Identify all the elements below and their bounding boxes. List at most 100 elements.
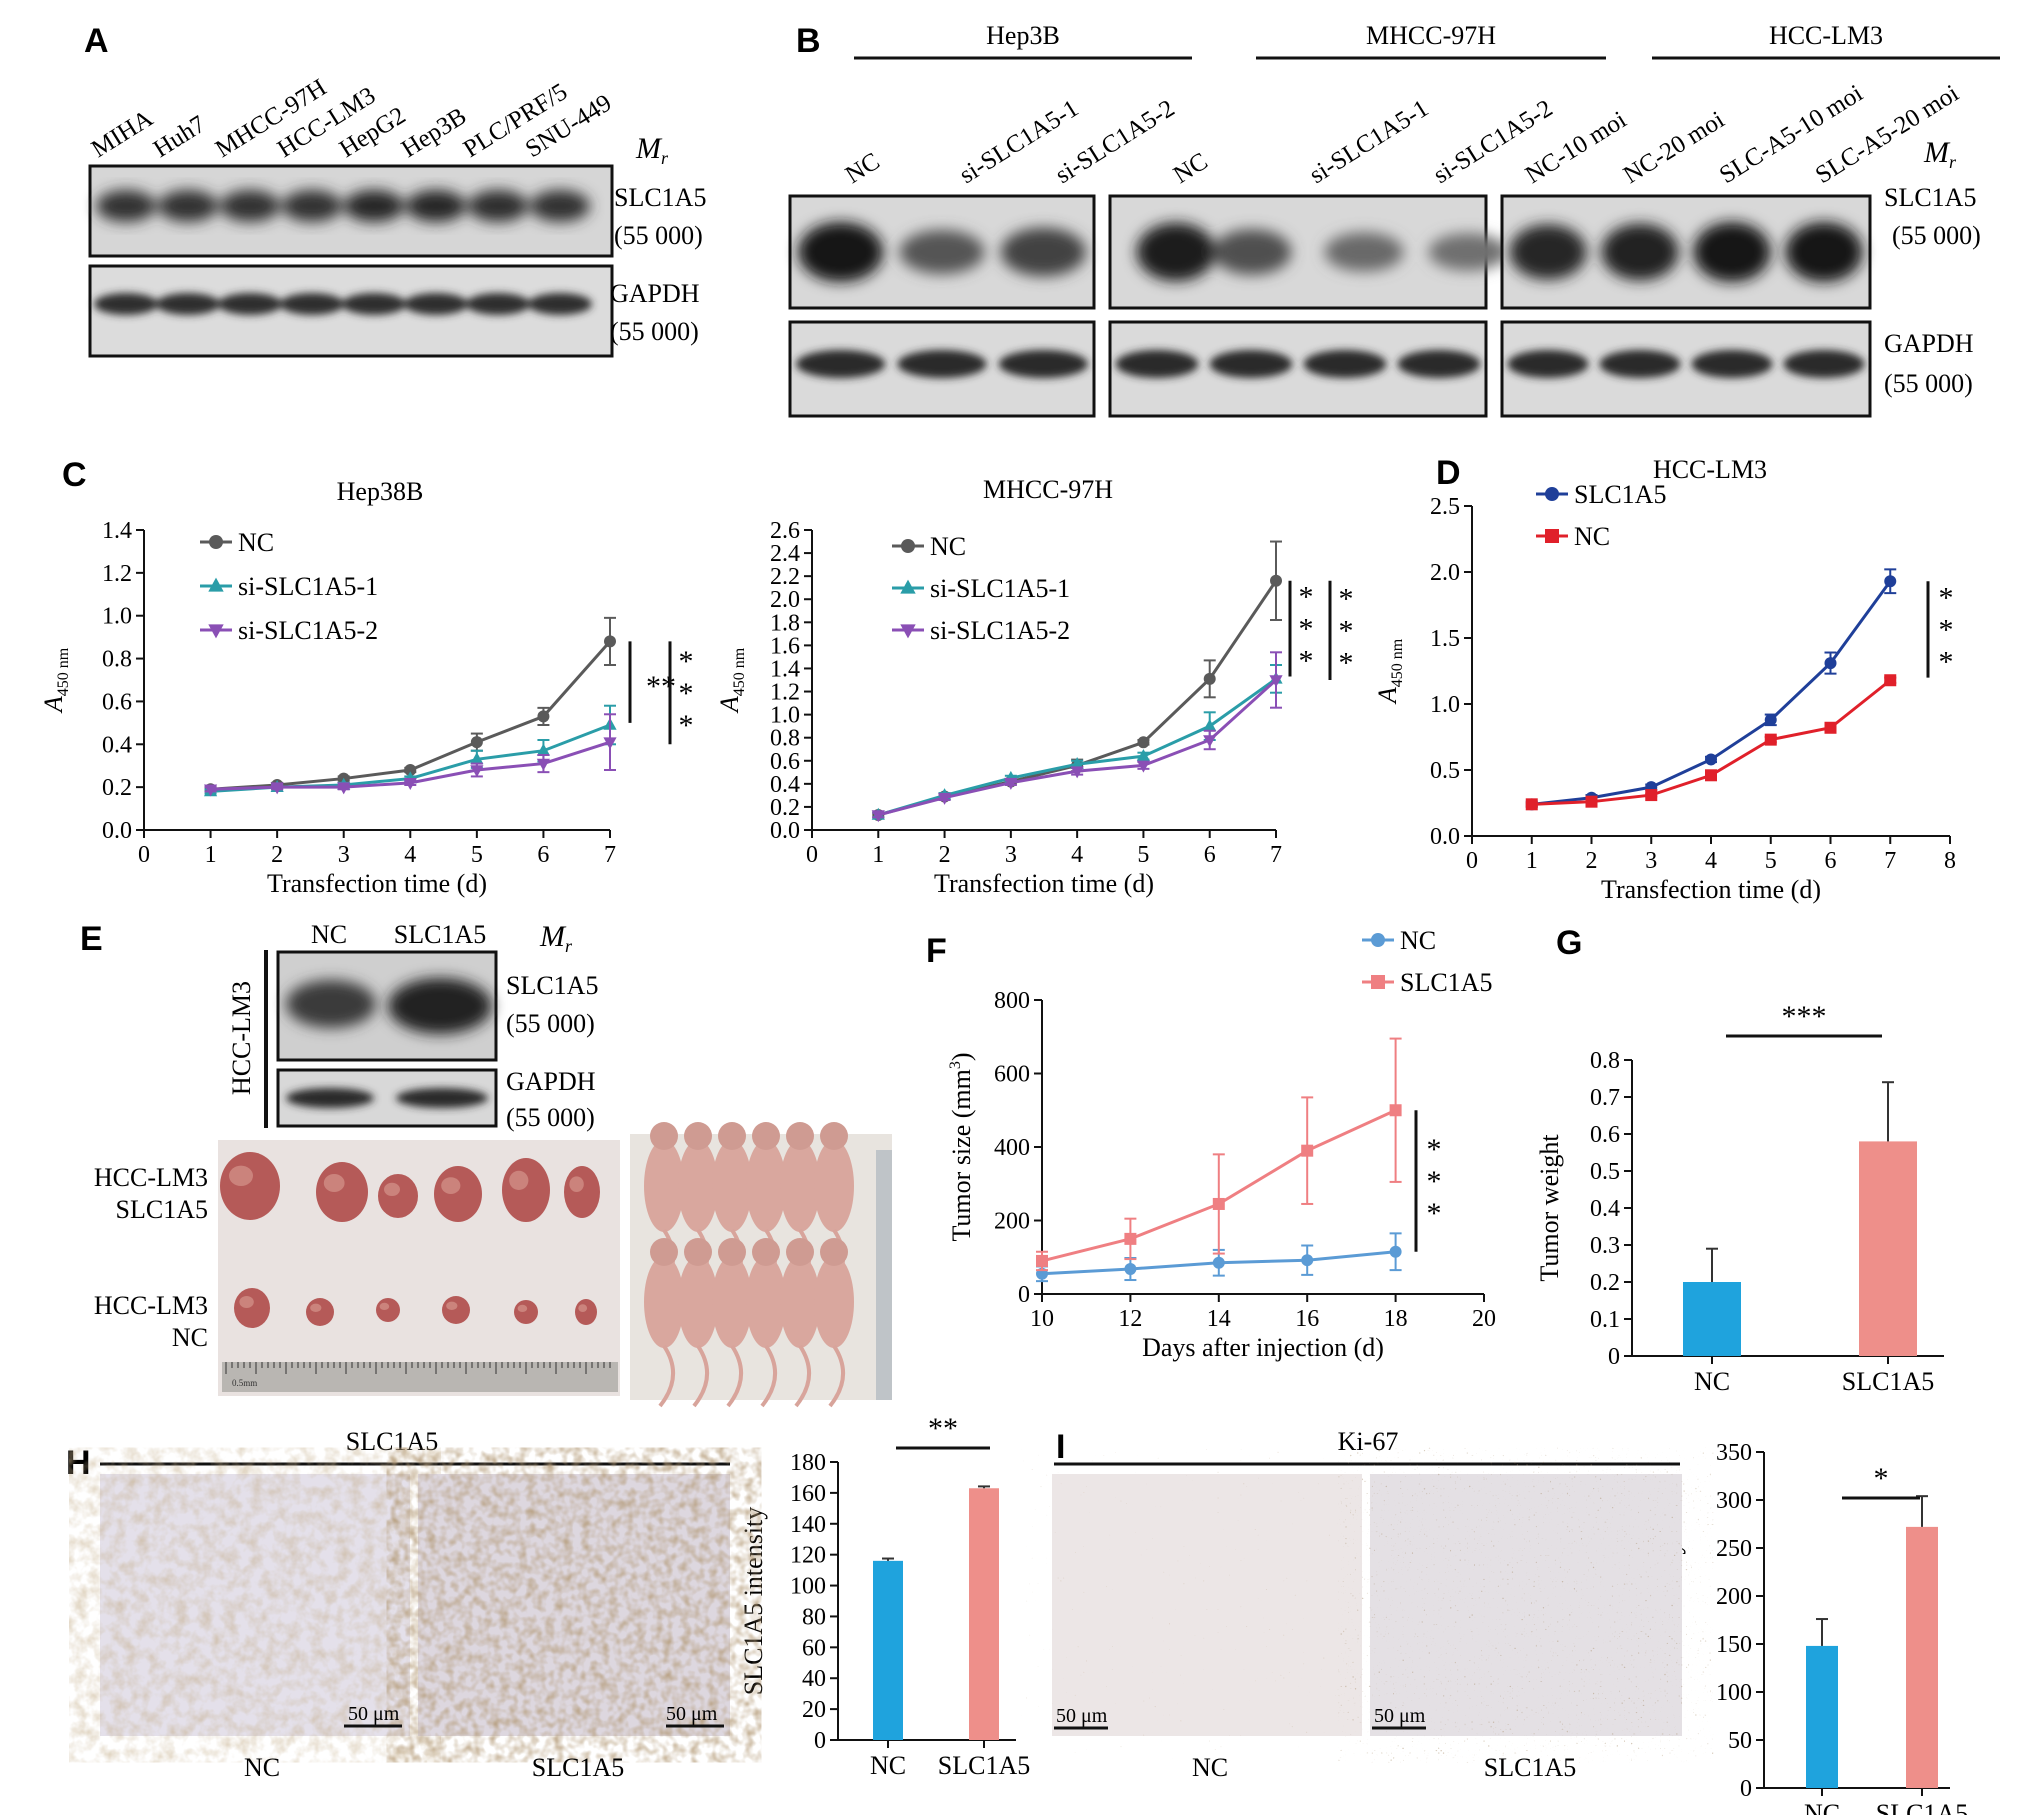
y-tick-label: 50 <box>1728 1728 1752 1754</box>
blot-b-gapdh-band <box>1599 350 1681 378</box>
y-tick-label: 350 <box>1716 1440 1752 1466</box>
x-tick-label: 0 <box>1466 848 1478 874</box>
ihc-h-nc-scale-label: 50 μm <box>348 1703 400 1725</box>
blot-b-bands <box>1509 222 1863 282</box>
bar <box>1859 1141 1917 1356</box>
x-tick-label: 8 <box>1944 848 1956 874</box>
bar <box>1806 1645 1838 1788</box>
panel-label-i: I <box>1056 1428 1065 1466</box>
chart-g: 0 0.1 0.2 0.3 0.4 0.5 0.6 0.7 0.8 Tumor weight NC S… <box>1535 1000 1944 1396</box>
y-axis-label: A450 nm <box>1373 638 1406 705</box>
data-point <box>1124 1263 1137 1276</box>
blot-b-gapdh-band <box>998 350 1088 378</box>
blot-a-lane-label: MIHA <box>87 105 158 163</box>
x-tick-label: 10 <box>1030 1306 1054 1332</box>
blot-b-slc1a5-band <box>1785 222 1863 282</box>
y-tick-label: 2.5 <box>1430 494 1460 520</box>
tumor-mark <box>316 1162 368 1222</box>
series-slc1a5 <box>1036 1037 1402 1272</box>
x-tick-label: 7 <box>1270 842 1282 868</box>
bar <box>873 1560 903 1740</box>
sig-stars: *** <box>1782 1000 1827 1033</box>
y-tick-label: 0.6 <box>102 689 132 715</box>
blot-b-group-title: HCC-LM3 <box>1769 21 1883 50</box>
legend-label: si-SLC1A5-1 <box>930 574 1070 603</box>
chart-f: 0 200 400 600 800 10 12 14 16 18 20 Days after inje… <box>947 926 1496 1362</box>
x-tick-label: 1 <box>872 842 884 868</box>
y-tick-label: 0 <box>1018 1282 1030 1308</box>
panel-label-c: C <box>62 456 87 494</box>
data-point <box>470 752 484 765</box>
data-point <box>1884 575 1897 588</box>
legend-marker <box>208 577 224 592</box>
y-tick-label: 0.6 <box>770 749 800 775</box>
data-point <box>1705 753 1717 766</box>
x-tick-label: SLC1A5 <box>1876 1799 1968 1815</box>
legend-marker <box>1371 933 1385 947</box>
tumor-highlight <box>569 1176 584 1192</box>
mouse-head <box>650 1238 678 1266</box>
data-point <box>1824 657 1837 670</box>
data-point <box>1389 1104 1402 1117</box>
data-point <box>1203 718 1217 731</box>
y-axis-label: A450 nm <box>715 647 748 714</box>
blot-e-gapdh-label: GAPDH <box>506 1067 596 1096</box>
blot-b-lane-label: NC-20 moi <box>1619 106 1729 189</box>
blot-b-gapdh-bands <box>796 350 1088 378</box>
blot-b-gapdh-band <box>1303 350 1387 378</box>
charts-layer: 0.00.20.40.60.81.01.21.40 1 2 3 4 5 6 7Transfec… <box>39 455 1968 1820</box>
y-tick-label: 2.0 <box>770 587 800 613</box>
blot-a-slc1a5-band <box>344 190 404 222</box>
blot-e-gapdh-band-nc <box>286 1088 374 1108</box>
blot-a-gapdh-band <box>156 293 220 315</box>
chart-h: 0 20 40 60 80 100 120 140 160 180 SLC1A5 intensity… <box>739 1412 1030 1780</box>
blot-e-band-slc1a5 <box>388 978 492 1034</box>
blot-b-slc1a5-band <box>1136 222 1216 282</box>
data-point <box>203 784 218 797</box>
blot-a-slc1a5-band <box>158 190 218 222</box>
data-point <box>871 810 885 823</box>
panel-i-ihc: Ki-67 50 μm 50 μm NC SLC1A5 <box>1052 1427 1682 1782</box>
data-point <box>1824 721 1837 734</box>
blot-a-gapdh-bands <box>94 293 592 315</box>
blot-a-lane-label: Huh7 <box>149 111 210 163</box>
sig-stars: * <box>1339 646 1354 679</box>
x-tick-label: 5 <box>1765 848 1777 874</box>
chart-c2: 0.00.20.40.60.81.01.21.41.61.82.02.22.42… <box>715 475 1354 898</box>
mouse-tail <box>658 1344 676 1408</box>
blot-b-gapdh-band <box>1691 350 1773 378</box>
blot-a-gapdh-band <box>404 293 468 315</box>
blot-b-slc1a5-band <box>899 230 985 274</box>
y-tick-label: 100 <box>790 1574 826 1600</box>
blot-a-gapdh-band <box>342 293 406 315</box>
x-tick-label: 4 <box>404 842 416 868</box>
blot-b-gapdh-band <box>1397 350 1481 378</box>
x-tick-label: 6 <box>537 842 549 868</box>
x-tick-label: 7 <box>1884 848 1896 874</box>
data-point <box>1004 777 1018 790</box>
x-tick-label: SLC1A5 <box>938 1751 1030 1780</box>
blot-b-slc1a5-band <box>1212 229 1292 275</box>
blot-a-slc1a5-label: SLC1A5 <box>614 183 706 212</box>
y-tick-label: 1.0 <box>1430 692 1460 718</box>
blot-e-lane-nc: NC <box>311 920 347 949</box>
y-tick-label: 1.6 <box>770 633 800 659</box>
panel-label-b: B <box>796 22 821 60</box>
sig-stars: * <box>1339 582 1354 615</box>
mouse-head <box>820 1122 848 1150</box>
tumor-photo-tumors <box>220 1152 600 1328</box>
x-tick-label: 14 <box>1207 1306 1231 1332</box>
data-point <box>603 737 617 750</box>
ihc-i-slc1a5-image <box>1370 1474 1682 1736</box>
bar <box>1906 1526 1938 1788</box>
blot-b-bands <box>1136 222 1508 282</box>
blot-b-slc1a5-band <box>1693 222 1771 282</box>
legend-marker <box>1545 487 1559 501</box>
y-tick-label: 0.1 <box>1590 1307 1620 1333</box>
x-tick-label: 3 <box>338 842 350 868</box>
chart-title: HCC-LM3 <box>1653 455 1767 484</box>
mouse-body <box>814 1256 854 1348</box>
x-tick-label: 4 <box>1071 842 1083 868</box>
